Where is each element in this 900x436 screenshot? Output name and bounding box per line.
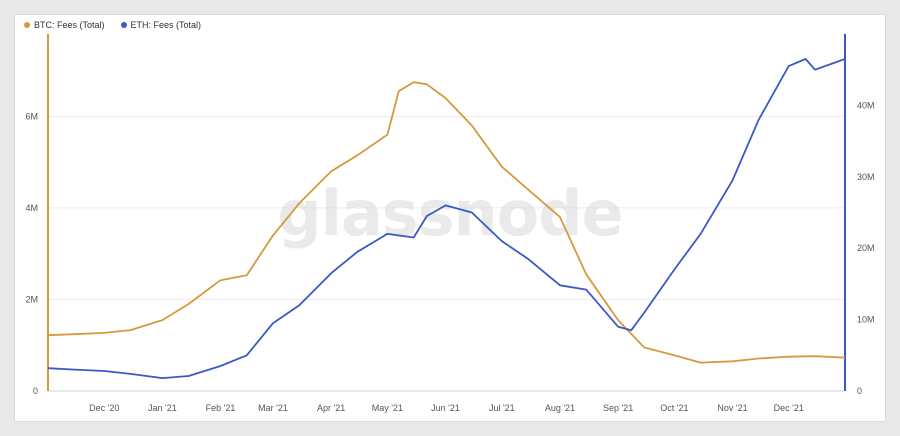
legend-item-eth[interactable]: ETH: Fees (Total) <box>120 20 202 30</box>
y-right-tick-label: 40M <box>857 100 875 110</box>
legend-dot-btc <box>24 22 30 28</box>
x-tick-label: Dec '21 <box>774 403 804 413</box>
x-tick-label: Jan '21 <box>148 403 177 413</box>
y-right-tick-label: 20M <box>857 243 875 253</box>
y-right-tick-label: 0 <box>857 386 862 396</box>
series-line-btc <box>47 81 846 364</box>
chart-panel <box>14 14 886 422</box>
x-tick-label: Aug '21 <box>545 403 575 413</box>
legend-dot-eth <box>120 22 127 28</box>
grid-layer <box>48 115 845 300</box>
x-tick-label: Jun '21 <box>431 403 460 413</box>
x-tick-label: Mar '21 <box>258 403 288 413</box>
tick-layer: 0 2M 4M 6M 0 10M 20M 30M 40M Dec '20 Jan '21 Feb '2… <box>25 100 874 413</box>
y-right-tick-label: 30M <box>857 172 875 182</box>
y-left-tick-label: 2M <box>25 294 38 304</box>
y-left-tick-label: 0 <box>33 386 38 396</box>
axis-layer <box>47 34 846 392</box>
x-tick-label: Nov '21 <box>717 403 747 413</box>
x-tick-label: Apr '21 <box>317 403 345 413</box>
x-tick-label: Feb '21 <box>206 403 236 413</box>
x-tick-label: Oct '21 <box>660 403 688 413</box>
series-line-eth <box>47 58 846 379</box>
chart-legend: BTC: Fees (Total) ETH: Fees (Total) <box>24 20 201 30</box>
x-tick-label: Sep '21 <box>603 403 633 413</box>
x-tick-label: May '21 <box>372 403 403 413</box>
legend-label-eth: ETH: Fees (Total) <box>130 20 202 30</box>
y-left-tick-label: 6M <box>25 111 38 121</box>
x-tick-label: Dec '20 <box>89 403 119 413</box>
series-layer <box>47 58 846 379</box>
legend-item-btc[interactable]: BTC: Fees (Total) <box>24 20 105 30</box>
y-left-tick-label: 4M <box>25 203 38 213</box>
y-right-tick-label: 10M <box>857 315 875 325</box>
watermark-text: glassnode <box>277 177 622 250</box>
legend-label-btc: BTC: Fees (Total) <box>34 20 105 30</box>
x-tick-label: Jul '21 <box>489 403 515 413</box>
